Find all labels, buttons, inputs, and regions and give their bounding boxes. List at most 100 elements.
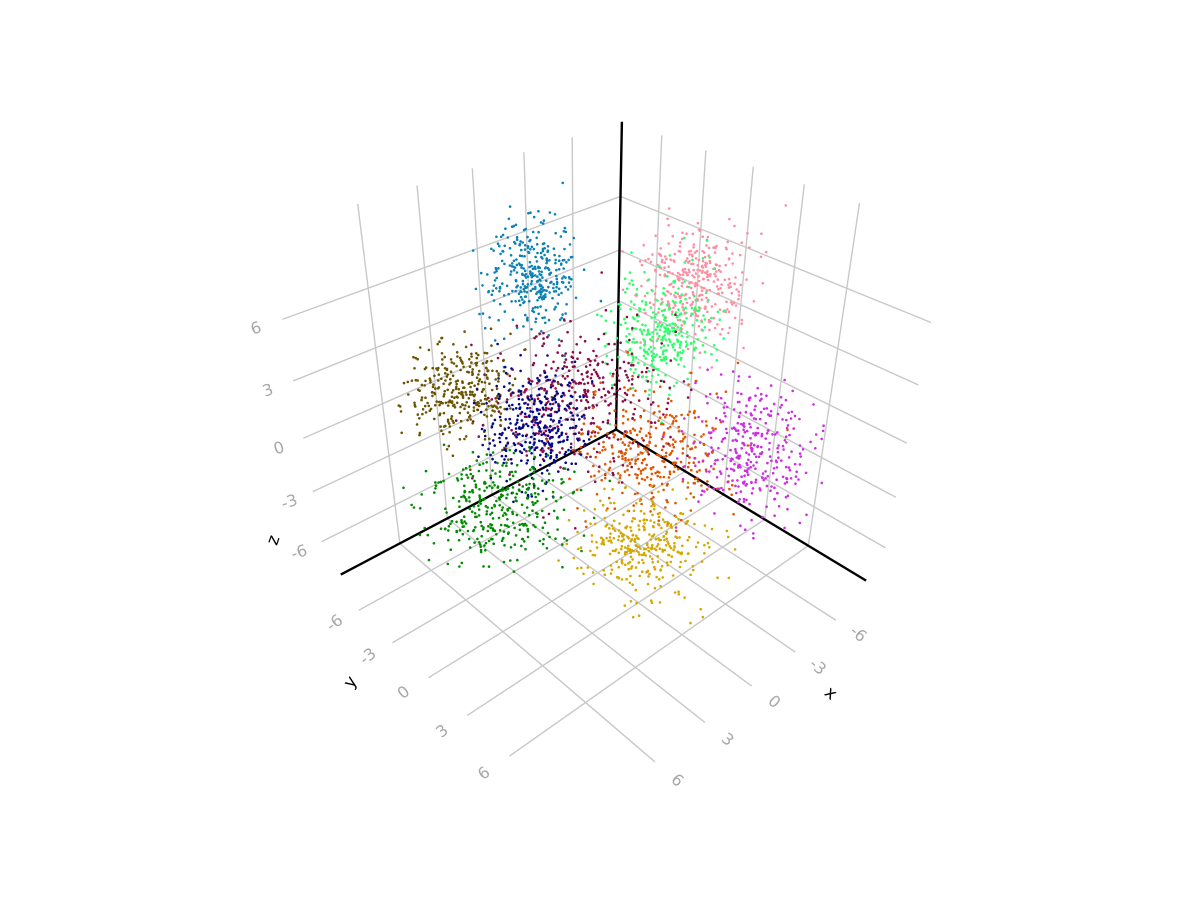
data-point bbox=[487, 369, 490, 372]
data-point bbox=[443, 389, 447, 393]
data-point bbox=[522, 267, 525, 270]
data-point bbox=[537, 312, 540, 316]
data-point bbox=[726, 535, 730, 539]
data-point bbox=[485, 359, 489, 363]
data-point bbox=[553, 308, 556, 311]
data-point bbox=[765, 505, 768, 509]
data-point bbox=[555, 280, 559, 284]
data-point bbox=[568, 402, 572, 406]
data-point bbox=[476, 537, 479, 541]
data-point bbox=[461, 391, 464, 394]
data-point bbox=[630, 279, 634, 282]
data-point bbox=[687, 383, 690, 386]
data-point bbox=[592, 582, 595, 586]
data-point bbox=[526, 406, 529, 410]
data-point bbox=[566, 418, 569, 421]
data-point bbox=[659, 538, 663, 542]
data-point bbox=[497, 372, 500, 375]
data-point bbox=[696, 268, 699, 272]
data-point bbox=[547, 472, 551, 476]
data-point bbox=[700, 560, 704, 563]
data-point bbox=[424, 411, 428, 414]
data-point bbox=[536, 306, 539, 309]
data-point bbox=[551, 436, 554, 439]
data-point bbox=[595, 450, 599, 454]
data-point bbox=[649, 478, 653, 481]
data-point bbox=[555, 410, 559, 414]
data-point bbox=[626, 547, 629, 550]
data-point bbox=[737, 454, 740, 458]
z-gridline-right-wall bbox=[617, 347, 897, 498]
data-point bbox=[676, 318, 680, 322]
data-point bbox=[710, 446, 713, 449]
data-point bbox=[577, 431, 581, 435]
data-point bbox=[536, 397, 540, 401]
data-point bbox=[507, 525, 510, 529]
data-point bbox=[663, 261, 667, 265]
data-point bbox=[663, 274, 666, 278]
data-point bbox=[569, 411, 572, 414]
data-point bbox=[489, 526, 493, 529]
data-point bbox=[647, 419, 650, 423]
data-point bbox=[723, 278, 727, 282]
data-point bbox=[509, 407, 512, 410]
data-point bbox=[628, 547, 631, 551]
data-point bbox=[620, 578, 624, 581]
data-point bbox=[768, 455, 772, 458]
data-point bbox=[505, 461, 508, 465]
cluster-7 bbox=[545, 350, 789, 533]
data-point bbox=[579, 453, 583, 456]
data-point bbox=[545, 397, 548, 401]
data-point bbox=[670, 313, 674, 316]
data-point bbox=[592, 447, 596, 451]
data-point bbox=[639, 547, 642, 550]
data-point bbox=[491, 529, 495, 532]
data-point bbox=[647, 453, 650, 456]
data-point bbox=[553, 410, 557, 414]
data-point bbox=[791, 389, 794, 393]
data-point bbox=[596, 362, 600, 366]
data-point bbox=[485, 408, 488, 411]
data-point bbox=[653, 504, 656, 508]
data-point bbox=[668, 338, 671, 341]
data-point bbox=[715, 244, 718, 248]
data-point bbox=[532, 486, 536, 489]
data-point bbox=[549, 386, 553, 389]
data-point bbox=[634, 356, 638, 359]
data-point bbox=[447, 422, 451, 425]
data-point bbox=[685, 497, 688, 501]
data-point bbox=[556, 528, 559, 531]
data-point bbox=[656, 560, 660, 563]
data-point bbox=[701, 249, 704, 253]
data-point bbox=[519, 286, 523, 289]
data-point bbox=[512, 432, 515, 435]
data-point bbox=[450, 401, 454, 405]
data-point bbox=[673, 294, 676, 297]
data-point bbox=[660, 302, 663, 305]
data-point bbox=[514, 430, 518, 434]
data-point bbox=[493, 433, 497, 436]
data-point bbox=[662, 455, 666, 459]
data-point bbox=[708, 546, 711, 549]
data-point bbox=[533, 399, 536, 403]
data-point bbox=[551, 402, 555, 406]
data-point bbox=[622, 538, 625, 541]
data-point bbox=[468, 507, 472, 511]
data-point bbox=[756, 386, 759, 390]
data-point bbox=[608, 423, 612, 426]
data-point bbox=[551, 381, 554, 384]
data-point bbox=[771, 471, 775, 475]
data-point bbox=[415, 423, 419, 426]
z-tick-label: -6 bbox=[288, 540, 309, 563]
data-point bbox=[755, 461, 758, 464]
data-point bbox=[690, 281, 693, 284]
data-point bbox=[758, 399, 762, 402]
data-point bbox=[645, 542, 649, 545]
data-point bbox=[490, 344, 493, 347]
data-point bbox=[480, 402, 484, 406]
data-point bbox=[501, 494, 505, 497]
data-point bbox=[496, 356, 500, 360]
data-point bbox=[737, 432, 740, 436]
data-point bbox=[713, 462, 716, 466]
data-point bbox=[703, 490, 706, 493]
